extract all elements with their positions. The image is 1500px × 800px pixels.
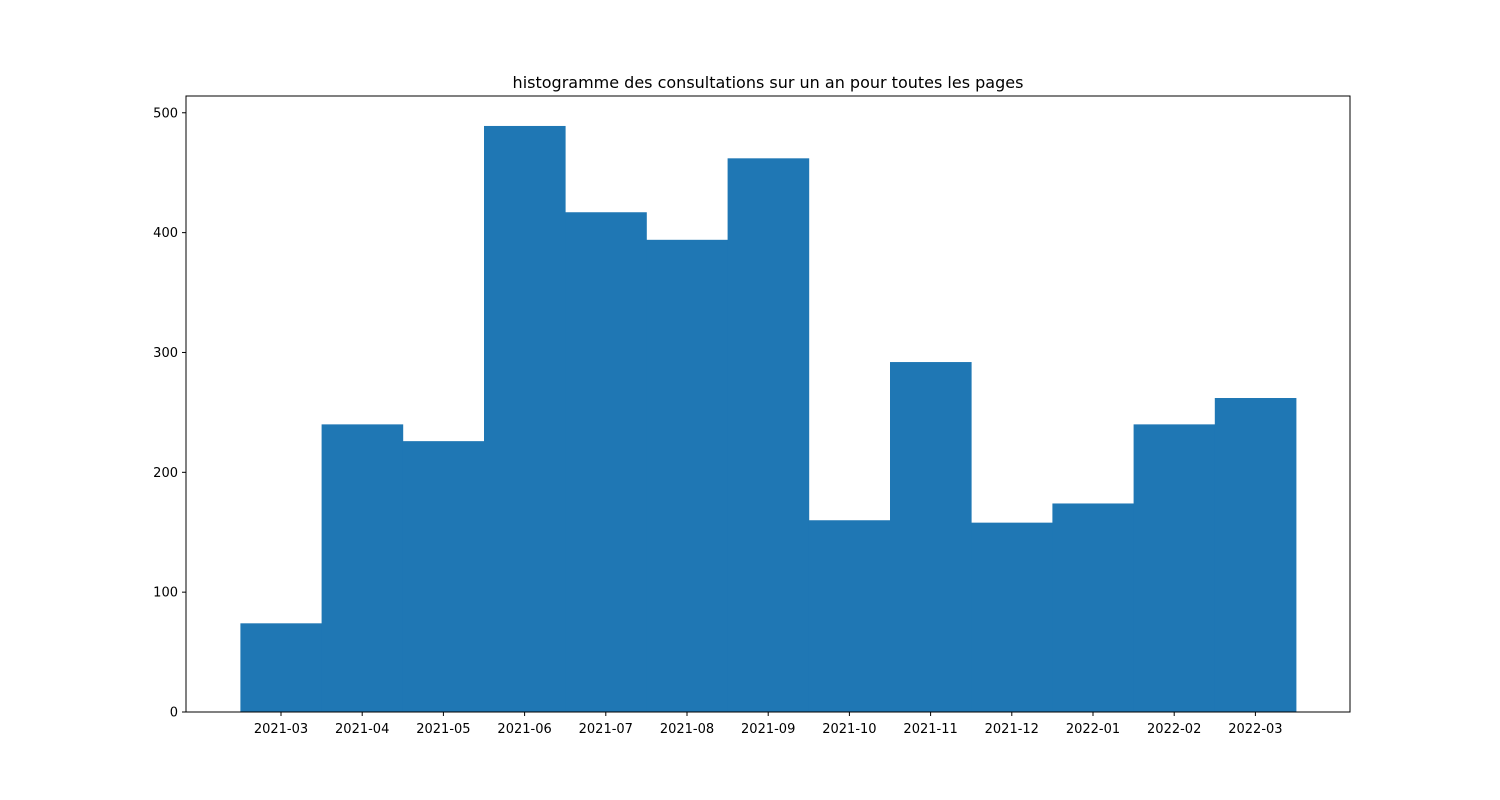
- x-axis: 2021-03 2021-04 2021-05 2021-06 2021-07 2021-…: [254, 712, 1283, 737]
- bar-2021-10: [808, 520, 891, 712]
- x-tick-label: 2021-10: [822, 722, 876, 737]
- bar-2021-09: [727, 158, 810, 712]
- bar-2021-05: [402, 441, 485, 712]
- bar-2021-04: [321, 424, 404, 712]
- y-tick-label: 300: [153, 346, 178, 361]
- x-tick-label: 2021-06: [497, 722, 551, 737]
- bar-2022-02: [1133, 424, 1216, 712]
- x-tick-label: 2021-04: [335, 722, 389, 737]
- bar-2021-12: [971, 522, 1053, 712]
- y-axis: 0 100 200 300 400 500: [153, 106, 186, 721]
- x-tick-label: 2021-09: [741, 722, 795, 737]
- x-tick-label: 2021-07: [579, 722, 633, 737]
- chart-title: histogramme des consultations sur un an …: [513, 73, 1024, 92]
- y-tick-label: 400: [153, 226, 178, 241]
- x-tick-label: 2022-02: [1147, 722, 1201, 737]
- x-tick-label: 2022-01: [1066, 722, 1120, 737]
- bar-2021-06: [484, 125, 566, 712]
- x-tick-label: 2021-05: [416, 722, 470, 737]
- bar-2022-03: [1214, 398, 1297, 712]
- bar-2021-11: [890, 362, 972, 712]
- y-tick-label: 500: [153, 106, 178, 121]
- bar-2022-01: [1052, 503, 1134, 712]
- y-tick-label: 0: [170, 706, 178, 721]
- x-tick-label: 2022-03: [1228, 722, 1282, 737]
- x-tick-label: 2021-03: [254, 722, 308, 737]
- bar-2021-07: [565, 212, 647, 712]
- y-tick-label: 200: [153, 466, 178, 481]
- x-tick-label: 2021-11: [903, 722, 957, 737]
- x-tick-label: 2021-08: [660, 722, 714, 737]
- bars-group: [240, 125, 1297, 712]
- bar-2021-03: [240, 623, 322, 712]
- x-tick-label: 2021-12: [985, 722, 1039, 737]
- y-tick-label: 100: [153, 586, 178, 601]
- bar-2021-08: [646, 239, 728, 712]
